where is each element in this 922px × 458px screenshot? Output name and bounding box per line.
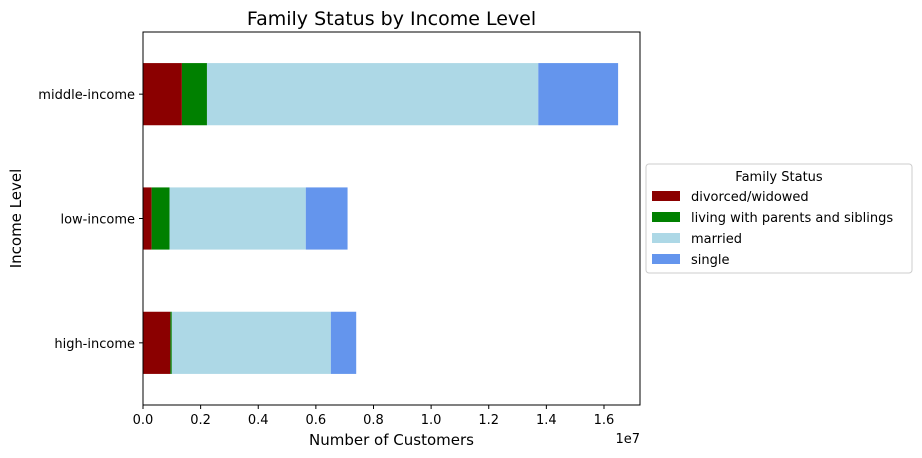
legend-title: Family Status [735,170,823,185]
x-tick-label: 1.2 [478,413,499,428]
bar-high-income-single [330,311,357,374]
legend-swatch [652,254,680,264]
legend-swatch [652,233,680,243]
x-tick-label: 1.0 [421,413,442,428]
bar-middle-income-living-with-parents-and-siblings [181,63,207,126]
x-tick-label: 0.0 [133,413,154,428]
bar-middle-income-divorced-widowed [143,63,182,126]
legend-items: divorced/widowed living with parents and … [652,190,893,268]
legend-label: living with parents and siblings [691,211,893,226]
y-axis: high-income low-income middle-income [38,88,143,352]
x-tick-label: 1.4 [536,413,557,428]
legend-swatch [652,191,680,201]
x-tick-label: 0.2 [190,413,211,428]
x-tick-label: 1.6 [594,413,615,428]
chart-title: Family Status by Income Level [247,8,536,30]
bar-middle-income-married [206,63,539,126]
x-axis-title: Number of Customers [309,431,474,449]
y-tick-label: low-income [60,213,135,228]
x-tick-label: 0.8 [363,413,384,428]
legend-box [645,163,913,274]
x-axis: 0.0 0.2 0.4 0.6 0.8 1.0 1.2 1.4 1.6 [133,405,615,428]
bar-high-income-divorced-widowed [143,311,171,374]
legend-label: divorced/widowed [691,190,809,205]
bar-low-income-married [169,187,306,250]
x-tick-label: 0.4 [248,413,269,428]
bars-group [143,63,619,374]
legend-swatch [652,212,680,222]
x-tick-label: 0.6 [306,413,327,428]
bar-low-income-living-with-parents-and-siblings [151,187,170,250]
bar-middle-income-single [538,63,619,126]
x-axis-offset-label: 1e7 [615,432,640,447]
y-axis-title: Income Level [7,169,25,269]
bar-high-income-married [171,311,331,374]
legend-label: married [691,232,742,247]
legend: Family Status divorced/widowed living wit… [645,163,913,274]
y-tick-label: middle-income [38,88,135,103]
legend-label: single [691,253,730,268]
bar-low-income-divorced-widowed [143,187,152,250]
y-tick-label: high-income [54,337,135,352]
bar-high-income-living-with-parents-and-siblings [170,311,172,374]
bar-low-income-single [305,187,348,250]
